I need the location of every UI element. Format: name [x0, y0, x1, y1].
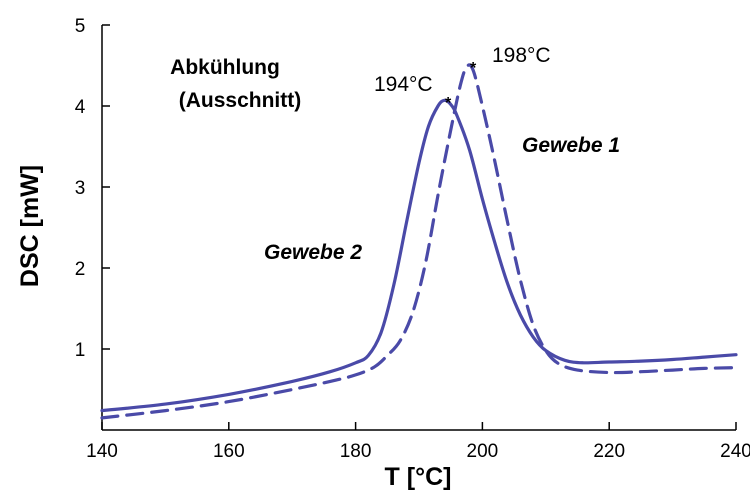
- y-tick-label: 2: [75, 259, 86, 280]
- y-tick-label: 4: [75, 97, 86, 118]
- annotation-cooling: Abkühlung: [170, 56, 280, 79]
- label-gewebe-1: Gewebe 1: [522, 134, 620, 157]
- label-gewebe-2: Gewebe 2: [264, 241, 362, 264]
- x-tick-label: 200: [467, 441, 499, 462]
- x-tick-label: 180: [340, 441, 372, 462]
- x-tick-label: 220: [593, 441, 625, 462]
- y-tick-label: 1: [75, 340, 86, 361]
- peak-marker-198: *: [470, 60, 477, 77]
- peak-label-194: 194°C: [374, 73, 433, 96]
- series-line-gewebe-1: [100, 63, 738, 420]
- x-axis-title: T [°C]: [385, 463, 452, 491]
- x-tick-label: 240: [720, 441, 750, 462]
- series-line-gewebe-2: [100, 98, 738, 413]
- peak-label-198: 198°C: [492, 44, 551, 67]
- y-axis-title: DSC [mW]: [16, 165, 44, 287]
- y-tick-label: 5: [75, 16, 86, 37]
- peak-marker-194: *: [445, 95, 452, 112]
- y-tick-label: 3: [75, 178, 86, 199]
- annotation-excerpt: (Ausschnitt): [179, 89, 302, 112]
- x-tick-label: 140: [86, 441, 118, 462]
- x-tick-label: 160: [213, 441, 245, 462]
